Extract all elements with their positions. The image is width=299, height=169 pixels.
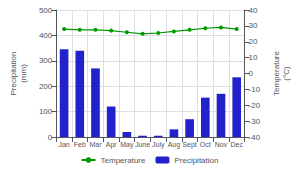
- svg-text:Precipitation: Precipitation: [174, 156, 218, 165]
- svg-text:0: 0: [249, 69, 254, 78]
- svg-text:30: 30: [249, 21, 258, 30]
- svg-text:-20: -20: [249, 101, 261, 110]
- svg-text:Precipitation: Precipitation: [9, 51, 18, 95]
- svg-text:200: 200: [39, 82, 53, 91]
- svg-text:Oct: Oct: [200, 141, 211, 148]
- svg-text:(°C): (°C): [282, 66, 291, 81]
- svg-text:100: 100: [39, 107, 53, 116]
- svg-text:Mar: Mar: [89, 141, 102, 148]
- svg-text:300: 300: [39, 56, 53, 65]
- svg-text:-30: -30: [249, 117, 261, 126]
- svg-text:Apr: Apr: [106, 141, 118, 149]
- svg-text:June: June: [135, 141, 150, 148]
- svg-text:400: 400: [39, 31, 53, 40]
- svg-text:Aug: Aug: [168, 141, 181, 149]
- svg-text:(mm): (mm): [19, 64, 28, 83]
- svg-text:Nov: Nov: [215, 141, 228, 148]
- svg-text:Jan: Jan: [58, 141, 69, 148]
- svg-text:Temperature: Temperature: [101, 156, 146, 165]
- svg-text:May: May: [120, 141, 134, 149]
- svg-text:-40: -40: [249, 133, 261, 142]
- svg-text:-10: -10: [249, 85, 261, 94]
- svg-text:0: 0: [48, 133, 53, 142]
- svg-text:20: 20: [249, 37, 258, 46]
- svg-text:Sept: Sept: [182, 141, 196, 149]
- svg-text:40: 40: [249, 6, 258, 15]
- svg-text:500: 500: [39, 6, 53, 15]
- svg-text:Dec: Dec: [230, 141, 243, 148]
- svg-text:10: 10: [249, 53, 258, 62]
- svg-text:July: July: [152, 141, 165, 149]
- svg-text:Feb: Feb: [74, 141, 86, 148]
- svg-text:Temperature: Temperature: [272, 51, 281, 96]
